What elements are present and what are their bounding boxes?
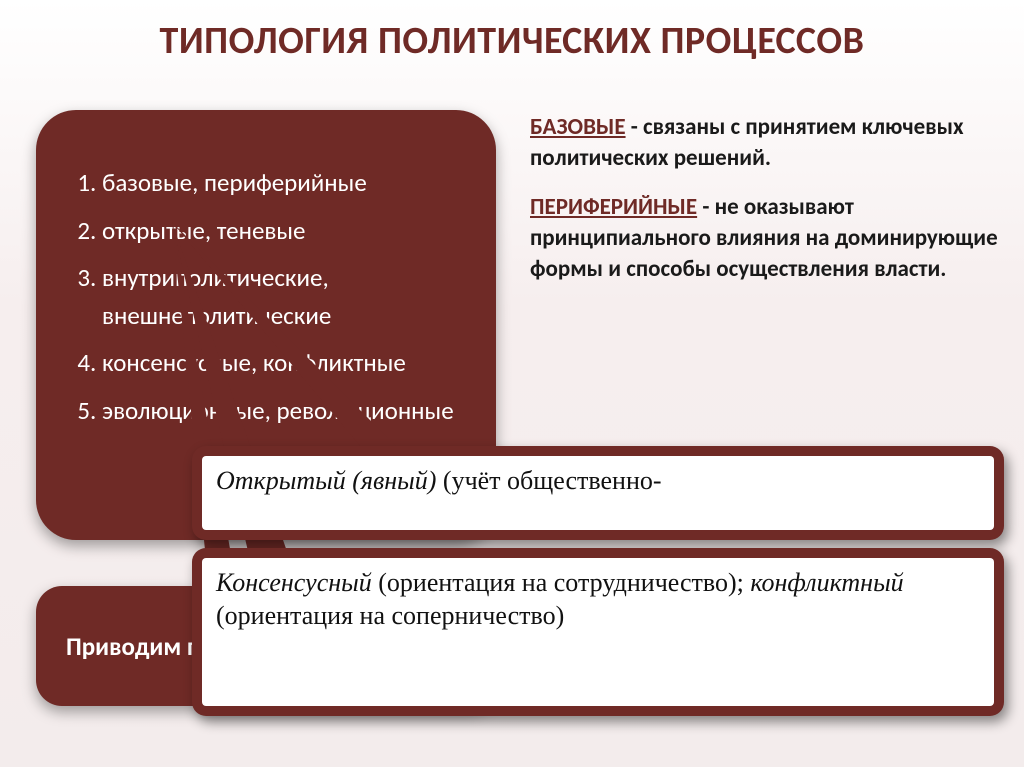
callout-open: Открытый (явный) (учёт общественно- xyxy=(192,446,1004,540)
callout-consensus: Консенсусный (ориентация на сотрудни­чес… xyxy=(192,548,1004,716)
list-item: внутриполитические, внешнеполитические xyxy=(102,259,466,334)
slide-title: ТИПОЛОГИЯ ПОЛИТИЧЕСКИХ ПРОЦЕССОВ xyxy=(0,18,1024,64)
definitions-block: БАЗОВЫЕ - связаны с принятием ключевых п… xyxy=(530,112,1000,303)
typology-list: базовые, периферийные открытые, теневые … xyxy=(72,164,466,429)
callout-consensus-plain1: (ориентация на сотрудни­чество); xyxy=(372,568,751,597)
callout-consensus-plain2: (ориентация на соперничество) xyxy=(216,601,564,630)
callout-consensus-italic2: конфликтный xyxy=(750,568,903,597)
list-item: консенсусные, конфликтные xyxy=(102,344,466,382)
list-item: эволюционные, революционные xyxy=(102,392,466,430)
list-item: открытые, теневые xyxy=(102,212,466,250)
list-item: базовые, периферийные xyxy=(102,164,466,202)
callout-open-plain: (учёт общественно- xyxy=(436,466,661,495)
term-peripheral: ПЕРИФЕРИЙНЫЕ xyxy=(530,193,697,221)
term-base: БАЗОВЫЕ xyxy=(530,113,626,141)
callout-open-italic: Открытый (явный) xyxy=(216,466,436,495)
callout-consensus-italic1: Консенсусный xyxy=(216,568,372,597)
